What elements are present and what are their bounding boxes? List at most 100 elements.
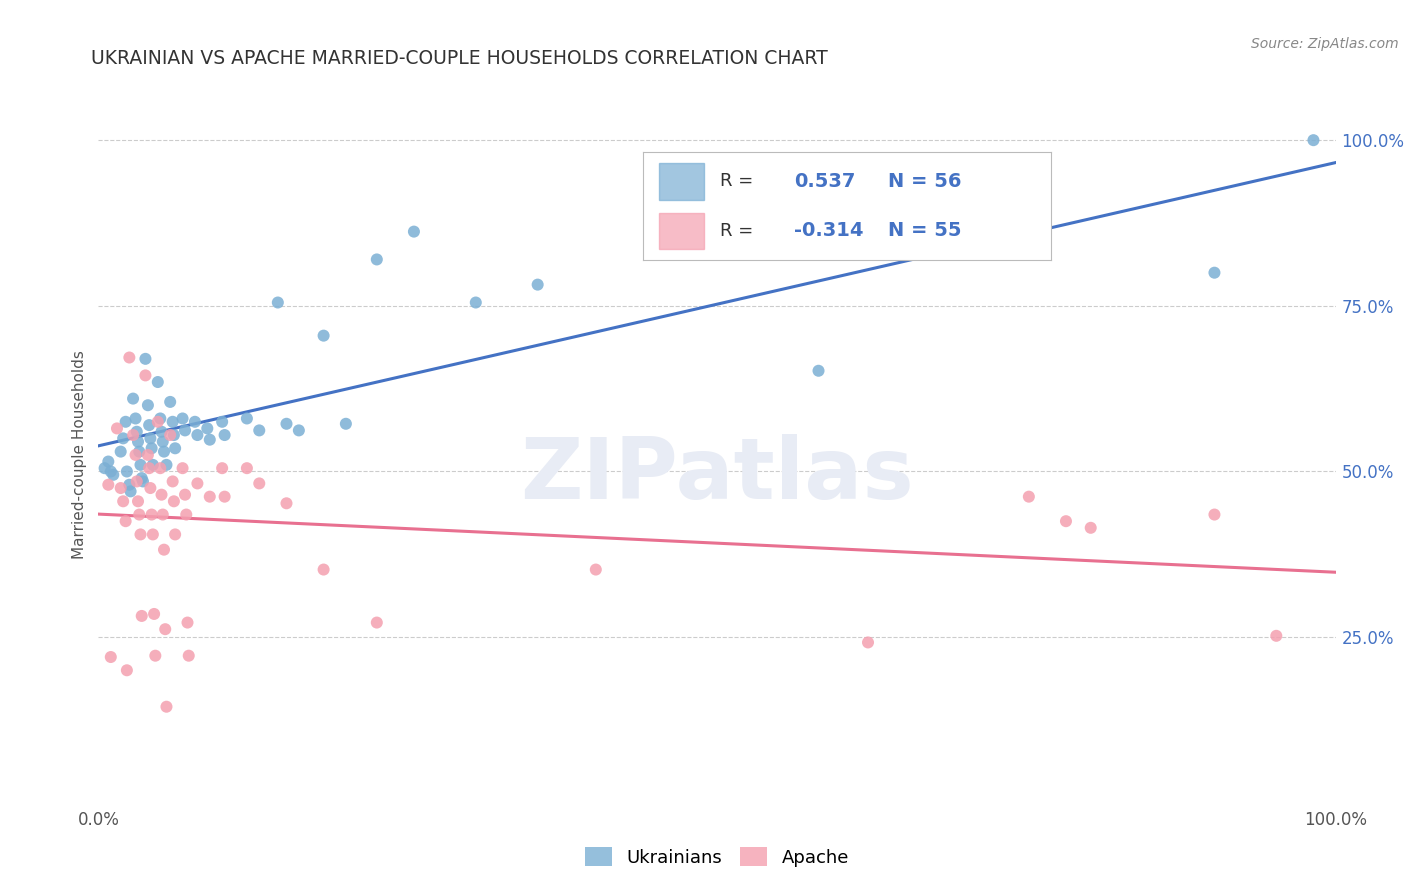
Point [312, 563, 335, 577]
Point [585, 563, 607, 577]
Text: ZIPatlas: ZIPatlas [520, 434, 914, 517]
Point [1080, 521, 1102, 535]
Point [149, 411, 172, 425]
Point [276, 496, 298, 510]
Point [142, 527, 165, 541]
Point [132, 475, 155, 489]
Point [165, 527, 187, 541]
Point [127, 434, 149, 449]
Point [100, 465, 122, 479]
Point [103, 467, 125, 482]
Point [153, 542, 176, 557]
Point [146, 375, 169, 389]
Point [1265, 629, 1288, 643]
Text: 0.537: 0.537 [794, 172, 855, 191]
Point [402, 225, 425, 239]
Point [155, 622, 177, 636]
Bar [659, 163, 704, 200]
Point [1302, 133, 1324, 147]
Point [198, 433, 221, 447]
Point [143, 607, 166, 621]
Point [162, 475, 184, 489]
Point [120, 484, 142, 499]
Point [114, 415, 136, 429]
Point [176, 615, 198, 630]
Point [131, 471, 153, 485]
Point [247, 424, 270, 438]
Point [159, 395, 181, 409]
Point [100, 650, 122, 665]
Point [174, 424, 197, 438]
Point [143, 648, 166, 663]
Point [129, 527, 152, 541]
Point [163, 494, 186, 508]
Point [136, 448, 159, 462]
Text: R =: R = [720, 172, 759, 190]
Point [136, 398, 159, 412]
Point [155, 699, 177, 714]
Point [153, 444, 176, 458]
Point [152, 508, 174, 522]
Point [134, 368, 156, 383]
Point [1018, 490, 1040, 504]
Point [131, 609, 153, 624]
Point [464, 295, 486, 310]
Point [134, 351, 156, 366]
Text: UKRAINIAN VS APACHE MARRIED-COUPLE HOUSEHOLDS CORRELATION CHART: UKRAINIAN VS APACHE MARRIED-COUPLE HOUSE… [91, 49, 828, 68]
Point [155, 458, 177, 472]
Point [146, 415, 169, 429]
Point [125, 425, 148, 439]
Point [186, 476, 208, 491]
Point [214, 428, 236, 442]
Text: Source: ZipAtlas.com: Source: ZipAtlas.com [1251, 37, 1399, 52]
Point [118, 477, 141, 491]
Point [149, 461, 172, 475]
Legend: Ukrainians, Apache: Ukrainians, Apache [578, 840, 856, 874]
Bar [659, 212, 704, 250]
Text: R =: R = [720, 222, 759, 240]
Point [856, 635, 879, 649]
Point [110, 444, 132, 458]
Point [177, 648, 200, 663]
Point [165, 442, 187, 456]
Point [105, 421, 128, 435]
Point [174, 488, 197, 502]
Point [159, 428, 181, 442]
Point [138, 418, 160, 433]
Point [526, 277, 548, 292]
Point [138, 461, 160, 475]
Point [115, 465, 138, 479]
Point [152, 434, 174, 449]
Point [236, 461, 259, 475]
Point [122, 428, 145, 442]
Point [110, 481, 132, 495]
Point [186, 428, 208, 442]
Point [128, 444, 150, 458]
Point [129, 458, 152, 472]
Point [276, 417, 298, 431]
Point [139, 481, 162, 495]
Point [335, 417, 357, 431]
Point [312, 328, 335, 343]
Point [97, 454, 120, 468]
Point [198, 490, 221, 504]
Y-axis label: Married-couple Households: Married-couple Households [72, 351, 87, 559]
Point [1204, 508, 1226, 522]
Point [93, 461, 115, 475]
Point [125, 475, 148, 489]
Point [214, 490, 236, 504]
Point [124, 448, 146, 462]
Point [184, 415, 207, 429]
Point [150, 488, 173, 502]
Text: N = 56: N = 56 [887, 172, 962, 191]
Point [139, 431, 162, 445]
Point [267, 295, 290, 310]
Point [211, 461, 233, 475]
Point [127, 494, 149, 508]
Point [122, 392, 145, 406]
Point [128, 508, 150, 522]
Point [162, 415, 184, 429]
Point [163, 428, 186, 442]
Point [124, 411, 146, 425]
Point [150, 425, 173, 439]
